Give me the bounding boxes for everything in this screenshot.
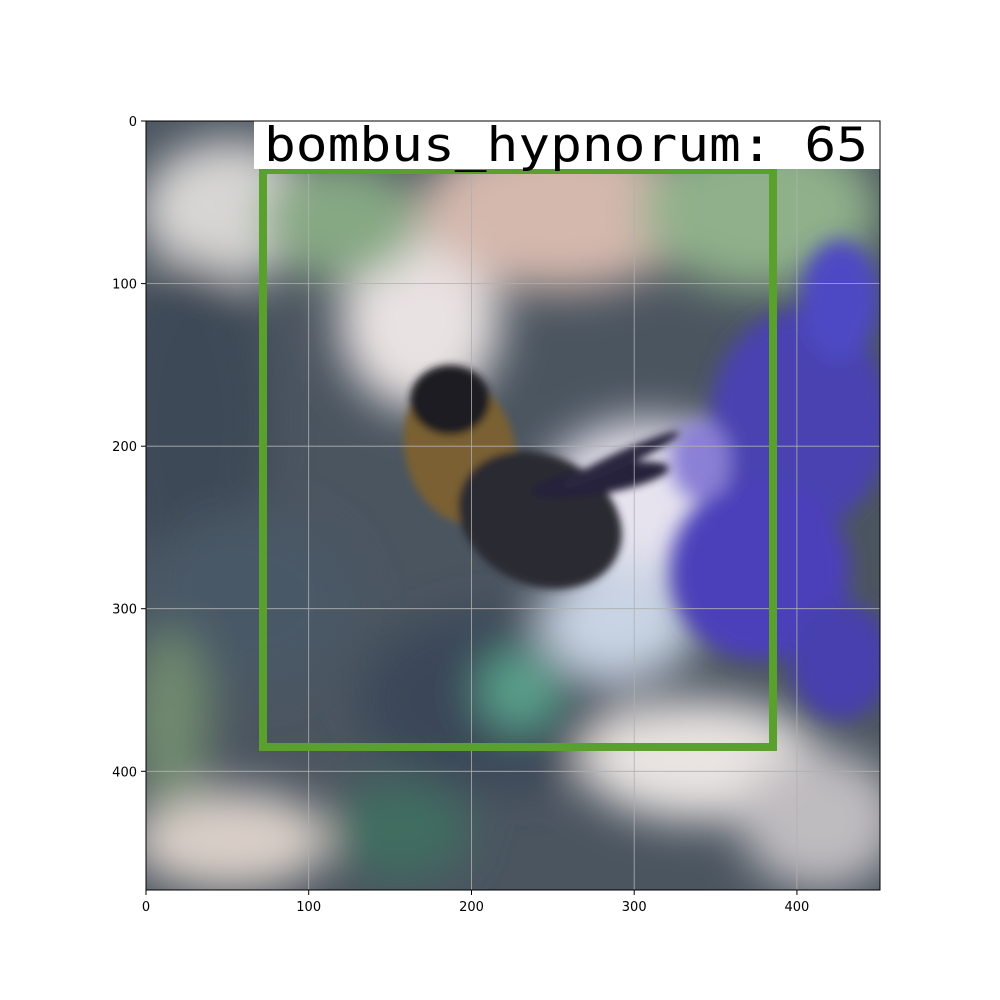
y-tick-label: 100 bbox=[112, 278, 137, 293]
x-tick-label: 400 bbox=[784, 900, 809, 915]
detection-box bbox=[259, 166, 777, 751]
x-tick-label: 200 bbox=[459, 900, 484, 915]
axes-frame bbox=[145, 120, 881, 891]
y-tick-label: 0 bbox=[129, 115, 137, 130]
x-axis: 0 100 200 300 400 bbox=[142, 890, 809, 915]
x-tick-label: 300 bbox=[622, 900, 647, 915]
y-tick-label: 200 bbox=[112, 440, 137, 455]
y-tick-label: 400 bbox=[112, 765, 137, 780]
y-tick-label: 300 bbox=[112, 603, 137, 618]
photo bbox=[146, 121, 880, 890]
detection-label: bombus_hypnorum: 65 bbox=[264, 118, 868, 173]
x-tick-label: 100 bbox=[296, 900, 321, 915]
y-axis: 0 100 200 300 400 bbox=[112, 115, 146, 780]
detection-label-bg bbox=[254, 121, 880, 169]
x-tick-label: 0 bbox=[142, 900, 150, 915]
